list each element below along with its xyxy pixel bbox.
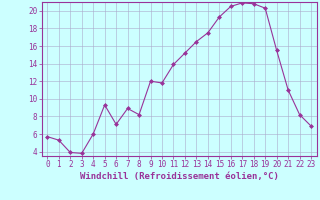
X-axis label: Windchill (Refroidissement éolien,°C): Windchill (Refroidissement éolien,°C) xyxy=(80,172,279,181)
